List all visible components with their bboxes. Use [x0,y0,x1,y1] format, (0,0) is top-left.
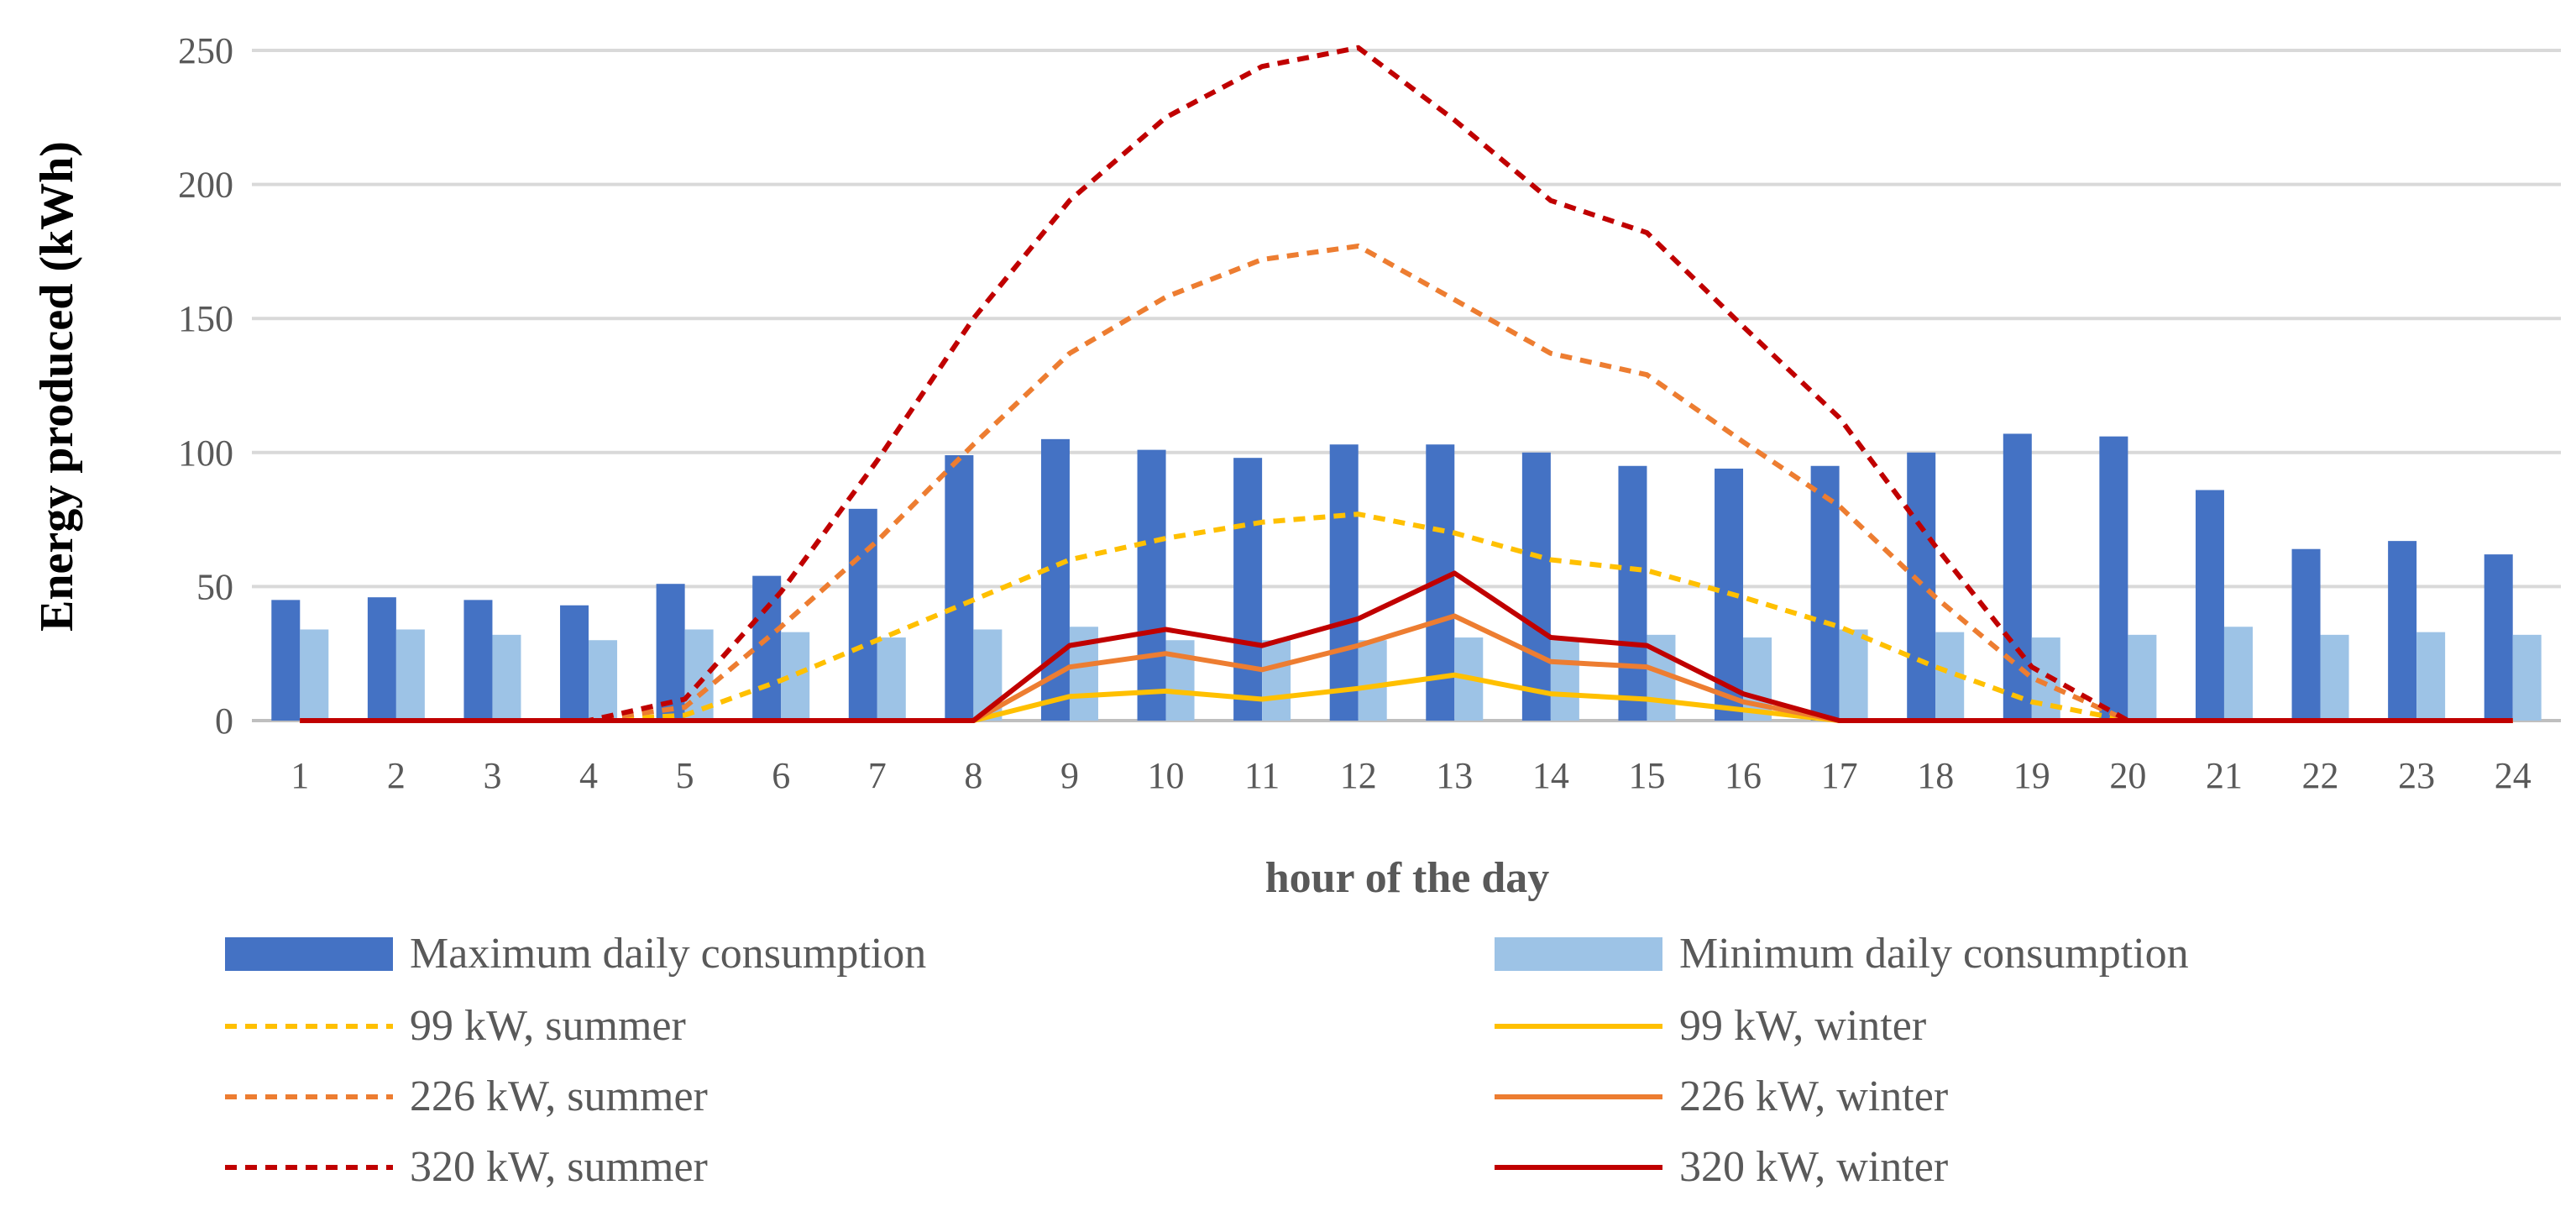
x-tick-label: 2 [387,755,406,796]
x-tick-label: 22 [2302,755,2339,796]
x-tick-label: 16 [1725,755,1762,796]
y-tick-label: 150 [178,298,233,339]
y-tick-label: 200 [178,165,233,206]
x-tick-label: 6 [772,755,790,796]
legend-label: 99 kW, summer [410,1002,686,1050]
max-consumption-bar [463,600,493,721]
legend: Maximum daily consumption Minimum daily c… [225,930,2189,1191]
min-consumption-bar [2320,634,2349,721]
x-axis-title: hour of the day [1265,854,1550,902]
x-tick-label: 17 [1821,755,1858,796]
legend-swatch [225,937,393,971]
y-tick-label: 50 [196,566,233,607]
legend-label: 320 kW, winter [1679,1143,1948,1191]
max-consumption-bar [2003,433,2032,721]
max-consumption-bar [1521,452,1551,721]
max-consumption-bar [2484,554,2513,721]
line-226-kw-winter [300,613,2513,723]
x-tick-label: 20 [2109,755,2146,796]
y-tick-label: 0 [215,700,233,742]
max-consumption-bar [1907,452,1936,721]
legend-label: 99 kW, winter [1679,1002,1926,1050]
line-226-kw-summer [300,244,2513,723]
line-320-kw-summer [300,45,2513,723]
x-axis-ticks: 1 2 3 4 5 6 7 8 9 10 11 12 13 14 15 16 17 18 19 20 21 22 23 24 [291,755,2531,796]
max-consumption-bar [1618,465,1647,721]
x-tick-label: 5 [676,755,694,796]
min-consumption-bar [2128,634,2157,721]
min-consumption-bar [1262,640,1291,721]
min-consumption-bar [2223,627,2253,721]
x-tick-label: 4 [579,755,598,796]
x-tick-label: 13 [1436,755,1473,796]
max-consumption-bar [560,605,589,721]
bar-marks [271,433,2542,721]
max-consumption-bar [1233,458,1263,721]
max-consumption-bar [367,597,396,721]
legend-label: Maximum daily consumption [410,930,926,978]
min-consumption-bar [300,629,329,721]
legend-label: Minimum daily consumption [1679,930,2189,978]
y-tick-label: 250 [178,30,233,71]
max-consumption-bar [2195,490,2224,721]
max-consumption-bar [2291,548,2321,721]
legend-swatch [1495,937,1662,971]
max-consumption-bar [1137,449,1166,721]
max-consumption-bar [945,454,974,721]
x-tick-label: 9 [1060,755,1079,796]
x-tick-label: 21 [2206,755,2243,796]
legend-label: 226 kW, winter [1679,1073,1948,1120]
line-marks [300,45,2513,723]
min-consumption-bar [2512,634,2542,721]
line-99-kw-summer [300,511,2513,723]
min-consumption-bar [1358,640,1387,721]
x-tick-label: 7 [868,755,887,796]
max-consumption-bar [1329,444,1359,721]
min-consumption-bar [589,640,618,721]
x-tick-label: 8 [964,755,982,796]
max-consumption-bar [848,508,877,721]
max-consumption-bar [656,584,685,721]
y-axis-title: Energy produced (kWh) [31,141,83,632]
min-consumption-bar [1839,629,1868,721]
x-tick-label: 23 [2398,755,2435,796]
min-consumption-bar [492,634,521,721]
x-tick-label: 14 [1532,755,1569,796]
x-tick-label: 10 [1148,755,1185,796]
x-tick-label: 1 [291,755,309,796]
y-tick-label: 100 [178,433,233,474]
x-tick-label: 11 [1244,755,1280,796]
min-consumption-bar [2416,632,2446,721]
x-tick-label: 12 [1340,755,1377,796]
x-tick-label: 3 [483,755,501,796]
max-consumption-bar [752,575,782,721]
x-tick-label: 18 [1917,755,1954,796]
max-consumption-bar [1810,465,1840,721]
legend-label: 320 kW, summer [410,1143,708,1191]
x-tick-label: 19 [2013,755,2050,796]
min-consumption-bar [1550,640,1579,721]
x-tick-label: 15 [1628,755,1665,796]
line-320-kw-winter [300,570,2513,723]
x-tick-label: 24 [2495,755,2531,796]
min-consumption-bar [395,629,425,721]
legend-label: 226 kW, summer [410,1073,708,1120]
max-consumption-bar [2388,541,2417,721]
y-axis-ticks: 0 50 100 150 200 250 [178,30,233,742]
min-consumption-bar [877,637,906,721]
max-consumption-bar [271,600,301,721]
max-consumption-bar [2099,436,2128,721]
